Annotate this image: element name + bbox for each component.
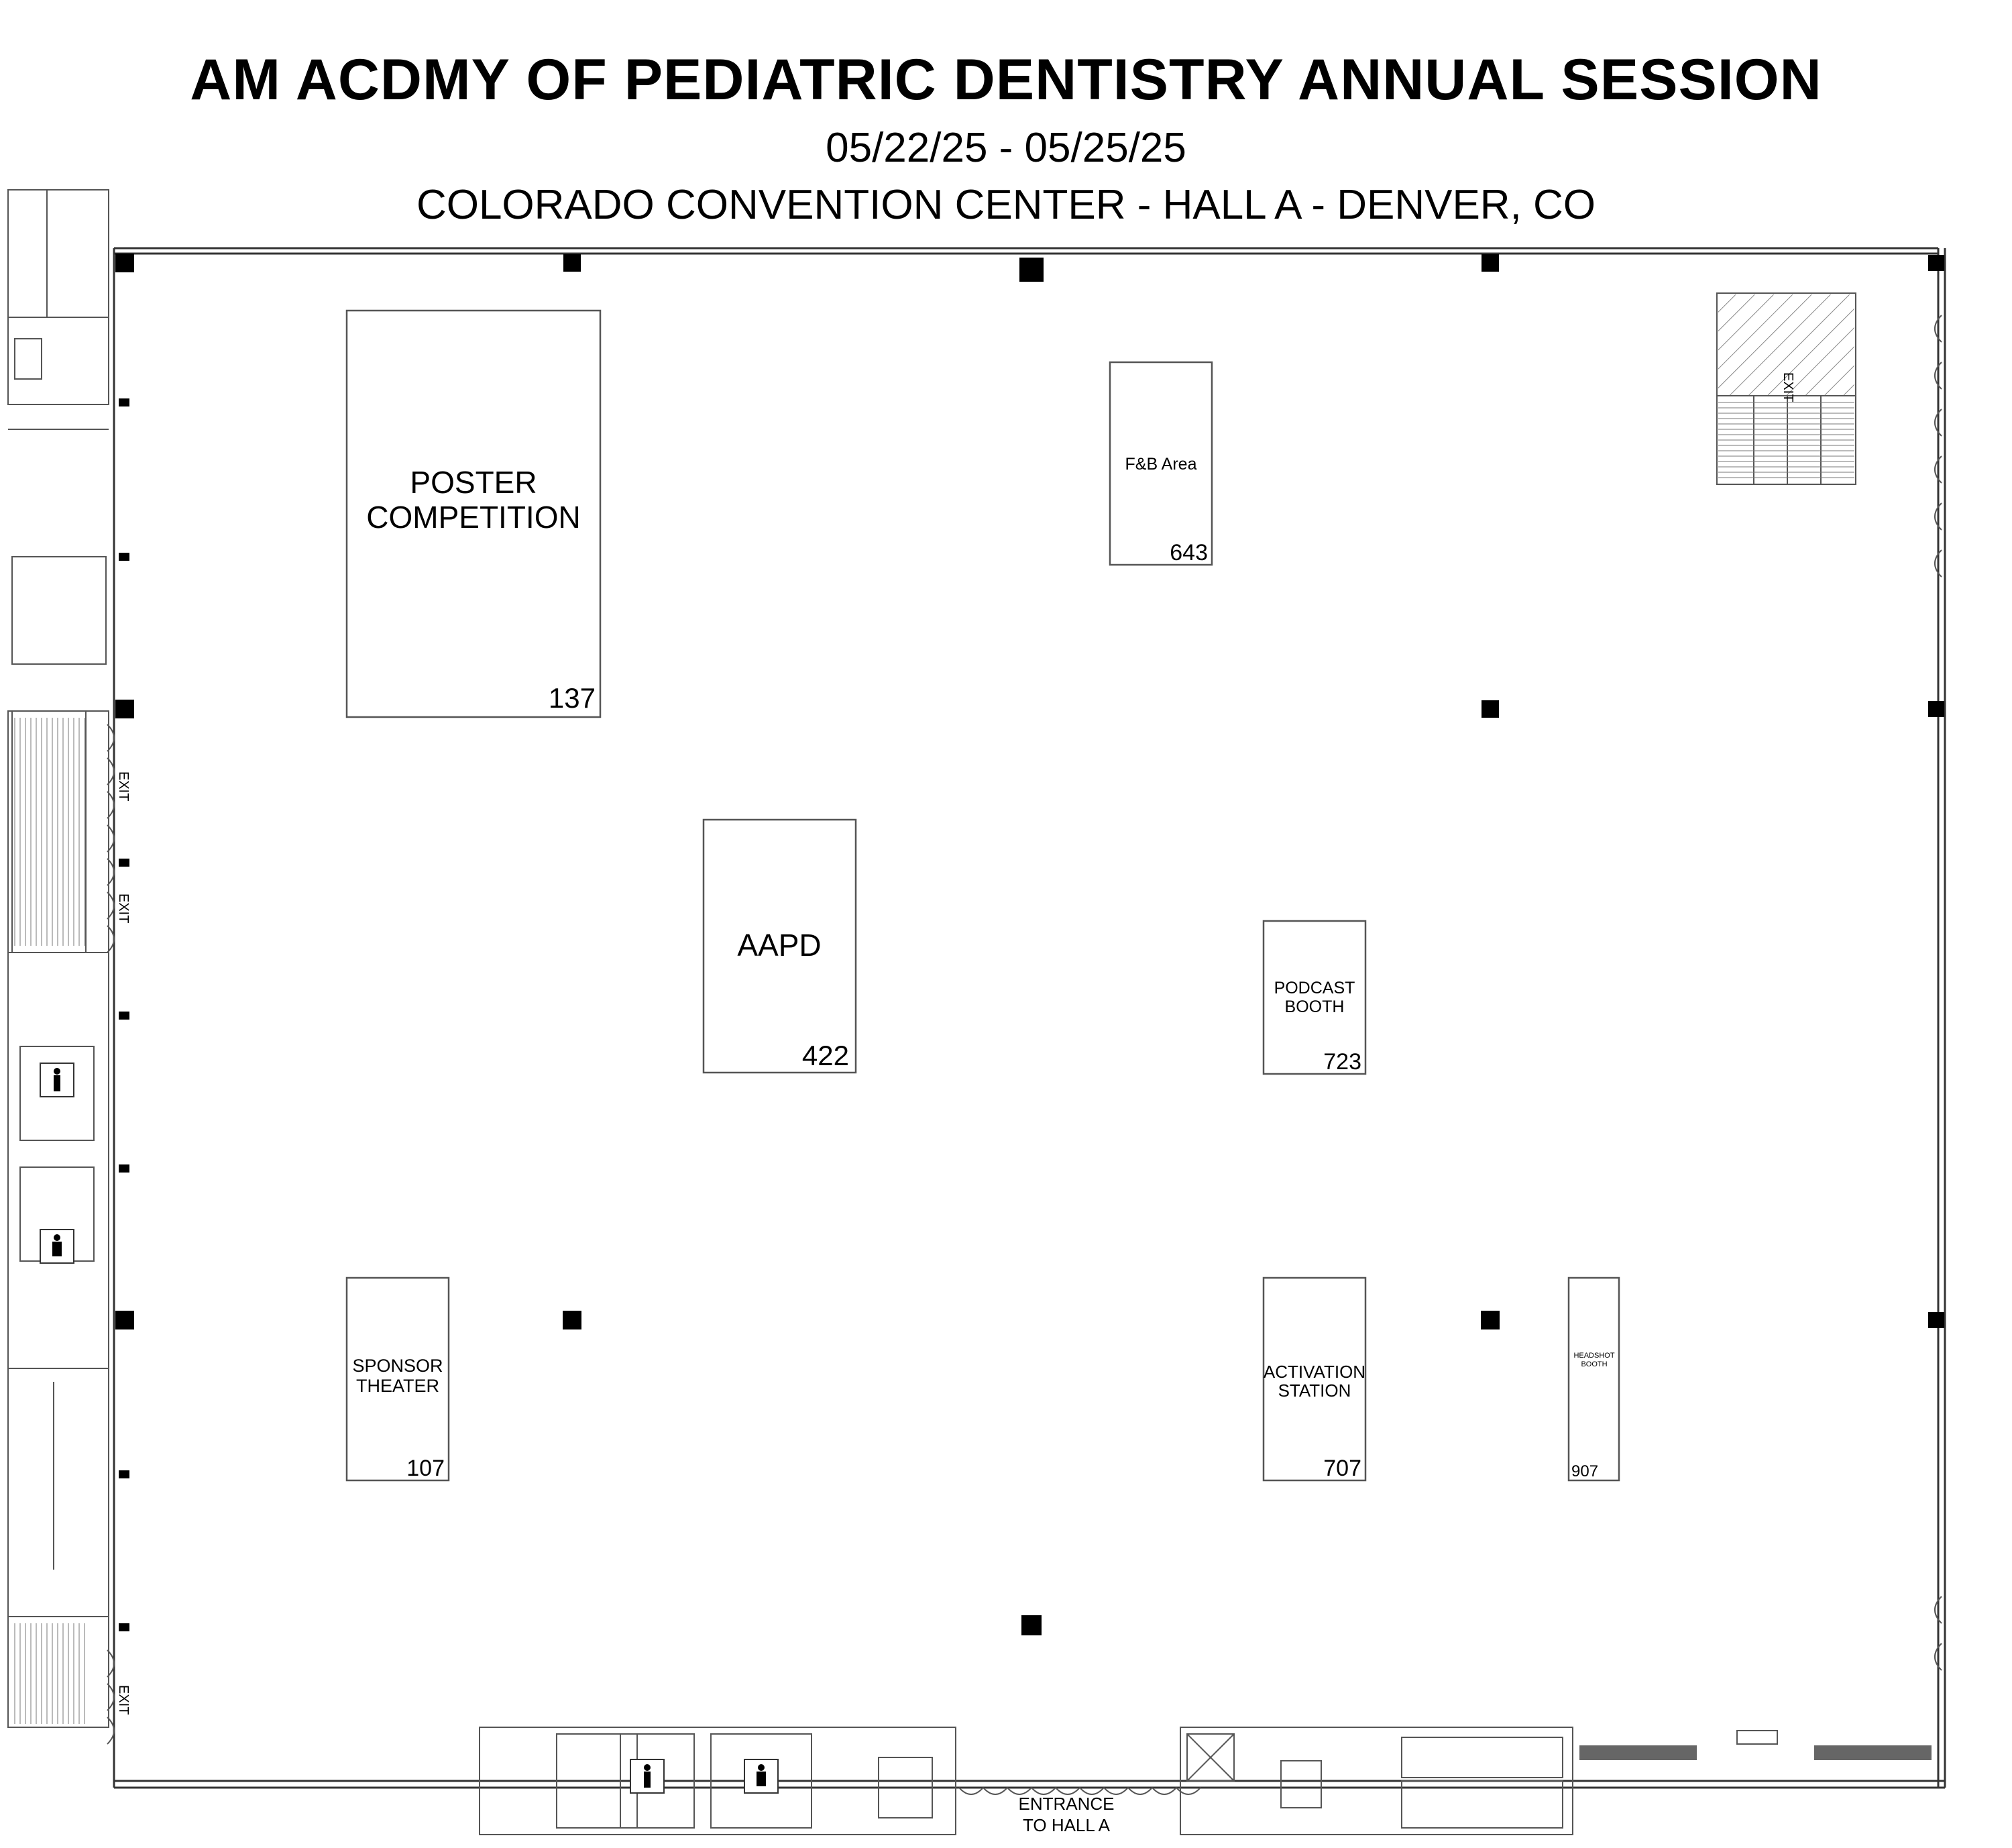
booth-label: HEADSHOT [1573,1352,1614,1360]
booth-headshot[interactable]: HEADSHOT BOOTH 907 [1567,1276,1620,1482]
column [1928,255,1944,271]
restroom-icon [744,1759,779,1794]
door-swing [1934,362,1942,390]
door-swing [107,724,115,752]
booth-label: BOOTH [1581,1360,1607,1368]
right-wall-doors [1934,315,1942,1671]
column [1928,1312,1944,1328]
column [119,1470,129,1478]
door-swing [1934,1643,1942,1671]
restroom-icon [630,1759,665,1794]
entrance-label: TO HALL A [1023,1815,1111,1835]
door-swing [1079,1787,1105,1795]
door-swing [107,1649,115,1678]
south-service-area [479,1727,1932,1835]
column [119,1012,129,1020]
booth-label: AAPD [737,928,821,963]
door-swing [107,891,115,920]
column [1482,254,1499,272]
column [563,254,581,272]
restroom-icon [40,1229,74,1264]
booth-label: POSTER [410,465,537,500]
column [119,398,129,406]
door-swing [1127,1787,1153,1795]
venue-name: COLORADO CONVENTION CENTER - HALL A - DE… [416,182,1596,228]
booth-number: 643 [1170,540,1208,565]
booth-number: 723 [1323,1049,1361,1075]
booth-sponsor-theater[interactable]: SPONSOR THEATER 107 [345,1276,450,1482]
left-wall-doors [107,724,115,1745]
door-swing [107,858,115,886]
left-stairs-1 [11,710,87,953]
door-swing [1176,1787,1201,1795]
booth-label: STATION [1278,1380,1351,1401]
column [1019,258,1044,282]
column [119,859,129,867]
door-swing [1103,1787,1129,1795]
column [1928,701,1944,717]
left-stair-treads [14,718,85,1724]
booth-label: ACTIVATION [1264,1362,1365,1382]
restroom-icon [40,1063,74,1097]
exit-label-west-3: EXIT [116,1685,131,1715]
door-swing [1934,502,1942,531]
door-swing [107,1717,115,1745]
column [119,553,129,561]
booth-number: 907 [1571,1462,1598,1480]
event-dates: 05/22/25 - 05/25/25 [826,125,1186,171]
booth-number: 707 [1323,1456,1361,1481]
door-swing [107,757,115,785]
exit-label-west-1: EXIT [116,771,131,801]
column [115,254,134,272]
booth-label: PODCAST [1274,979,1355,997]
door-swing [983,1787,1008,1795]
booth-fb-area[interactable]: F&B Area 643 [1109,361,1213,566]
door-swing [107,925,115,953]
door-swing [1934,315,1942,343]
entrance-doors [958,1787,1201,1795]
exit-stair-northeast: EXIT [1716,292,1856,485]
structural-columns [115,254,1944,1635]
column [115,1311,134,1329]
booth-label: BOOTH [1285,997,1345,1016]
booth-number: 107 [406,1456,445,1481]
door-swing [1934,409,1942,437]
exit-label-northeast: EXIT [1781,372,1795,402]
column [115,700,134,718]
exit-label-west-2: EXIT [116,893,131,923]
booth-label: THEATER [356,1376,439,1396]
door-swing [107,1683,115,1711]
column [1481,1311,1500,1329]
column [563,1311,581,1329]
booth-podcast[interactable]: PODCAST BOOTH 723 [1262,920,1367,1075]
door-swing [1934,1596,1942,1624]
door-swing [958,1787,984,1795]
column [119,1164,129,1173]
booth-number: 422 [802,1040,849,1071]
door-swing [1934,455,1942,484]
door-swing [107,824,115,853]
booth-label: SPONSOR [352,1356,443,1376]
door-swing [107,791,115,819]
column [119,1623,129,1631]
booth-poster-competition[interactable]: POSTER COMPETITION 137 [345,309,602,718]
booth-label: COMPETITION [366,500,580,535]
door-swing [1934,549,1942,578]
hall-a-outline [113,247,1946,1789]
column [1482,700,1499,718]
door-swing [1031,1787,1056,1795]
door-swing [1152,1787,1177,1795]
door-swing [1007,1787,1032,1795]
booth-aapd[interactable]: AAPD 422 [702,818,857,1074]
left-service-corridor [7,189,109,1728]
map-title: AM ACDMY OF PEDIATRIC DENTISTRY ANNUAL S… [190,48,1822,112]
door-swing [1055,1787,1080,1795]
booth-activation-station[interactable]: ACTIVATION STATION 707 [1262,1276,1367,1482]
booth-number: 137 [549,682,596,714]
entrance-label: ENTRANCE [1018,1794,1114,1814]
booth-label: F&B Area [1125,455,1197,474]
column [1021,1615,1042,1635]
